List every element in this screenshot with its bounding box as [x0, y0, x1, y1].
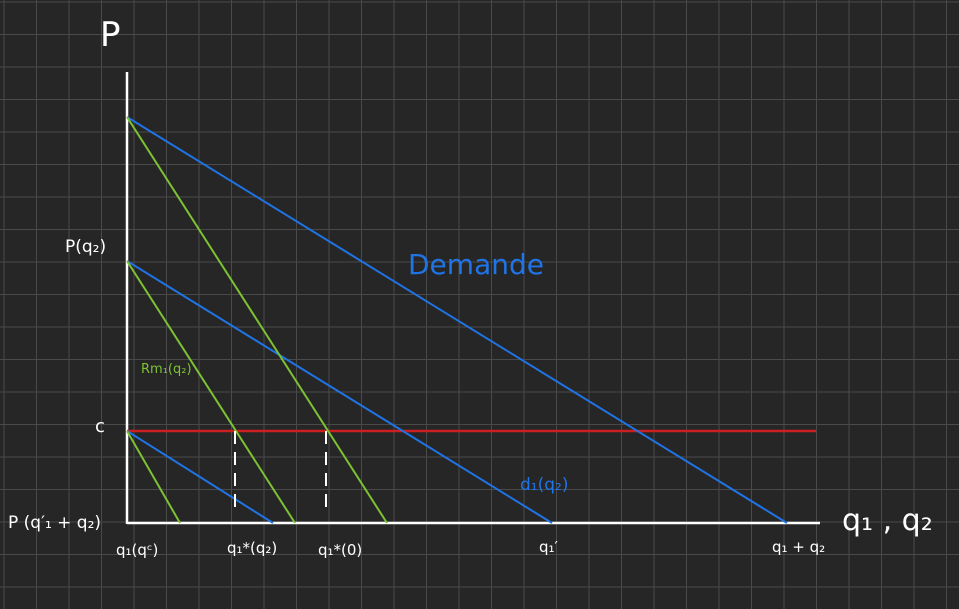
x-tick-q1-prime: q₁′	[539, 538, 559, 556]
marginal-revenue-line-demand	[126, 116, 388, 524]
marginal-revenue-line-low	[126, 430, 181, 524]
reaction-label: Rm₁(q₂)	[141, 362, 192, 377]
x-tick-q1-star-0: q₁*(0)	[318, 541, 362, 559]
y-axis-label: P	[100, 15, 121, 55]
x-tick-q1-star-q2: q₁*(q₂)	[227, 539, 277, 557]
marginal-revenue-line-residual	[126, 260, 296, 524]
cost-label: c	[95, 416, 105, 437]
demand-label: Demande	[408, 248, 544, 281]
residual-demand-label: d₁(q₂)	[520, 475, 568, 495]
price-q1q2-label: P (q′₁ + q₂)	[8, 513, 101, 533]
x-tick-q1-plus-q2: q₁ + q₂	[772, 538, 825, 556]
x-tick-q1-qc: q₁(qᶜ)	[116, 541, 158, 559]
demand-line	[126, 116, 788, 524]
residual-demand-line-low	[126, 430, 274, 524]
residual-demand-line	[126, 260, 553, 524]
x-axis-label: q₁ , q₂	[842, 503, 933, 538]
price-q2-label: P(q₂)	[65, 237, 106, 257]
